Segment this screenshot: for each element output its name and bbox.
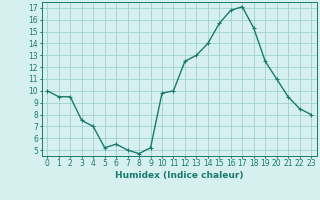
X-axis label: Humidex (Indice chaleur): Humidex (Indice chaleur) <box>115 171 244 180</box>
